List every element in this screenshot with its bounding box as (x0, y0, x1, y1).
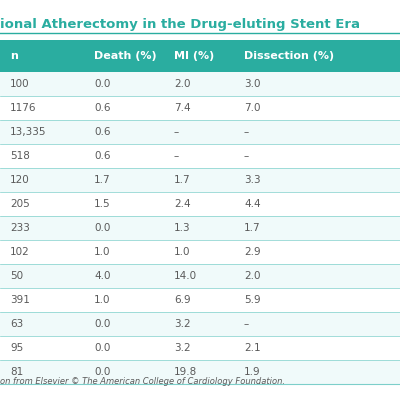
Text: –: – (244, 319, 249, 329)
Text: 1.7: 1.7 (174, 175, 191, 185)
FancyBboxPatch shape (0, 168, 400, 192)
Text: 518: 518 (10, 151, 30, 161)
Text: MI (%): MI (%) (174, 51, 214, 61)
FancyBboxPatch shape (0, 96, 400, 120)
FancyBboxPatch shape (0, 312, 400, 336)
Text: 0.0: 0.0 (94, 319, 110, 329)
Text: 233: 233 (10, 223, 30, 233)
Text: 102: 102 (10, 247, 30, 257)
Text: 4.4: 4.4 (244, 199, 261, 209)
FancyBboxPatch shape (0, 216, 400, 240)
Text: 0.0: 0.0 (94, 367, 110, 377)
FancyBboxPatch shape (0, 288, 400, 312)
Text: 0.0: 0.0 (94, 223, 110, 233)
Text: ional Atherectomy in the Drug-eluting Stent Era: ional Atherectomy in the Drug-eluting St… (0, 18, 360, 31)
Text: 4.0: 4.0 (94, 271, 110, 281)
Text: 2.1: 2.1 (244, 343, 261, 353)
Text: 2.9: 2.9 (244, 247, 261, 257)
Text: 100: 100 (10, 79, 30, 89)
Text: –: – (244, 151, 249, 161)
Text: 0.6: 0.6 (94, 127, 110, 137)
Text: Death (%): Death (%) (94, 51, 157, 61)
Text: 0.6: 0.6 (94, 151, 110, 161)
Text: n: n (10, 51, 18, 61)
Text: 120: 120 (10, 175, 30, 185)
Text: 14.0: 14.0 (174, 271, 197, 281)
FancyBboxPatch shape (0, 360, 400, 384)
FancyBboxPatch shape (0, 192, 400, 216)
FancyBboxPatch shape (0, 336, 400, 360)
Text: 1.7: 1.7 (94, 175, 111, 185)
Text: –: – (244, 127, 249, 137)
Text: 19.8: 19.8 (174, 367, 197, 377)
Text: 63: 63 (10, 319, 23, 329)
Text: 2.0: 2.0 (244, 271, 260, 281)
Text: 205: 205 (10, 199, 30, 209)
Text: 7.0: 7.0 (244, 103, 260, 113)
FancyBboxPatch shape (0, 264, 400, 288)
Text: 5.9: 5.9 (244, 295, 261, 305)
Text: –: – (174, 127, 179, 137)
Text: 3.0: 3.0 (244, 79, 260, 89)
Text: 3.3: 3.3 (244, 175, 261, 185)
Text: 1.0: 1.0 (94, 295, 110, 305)
Text: 81: 81 (10, 367, 23, 377)
Text: Dissection (%): Dissection (%) (244, 51, 334, 61)
Text: 0.0: 0.0 (94, 79, 110, 89)
Text: 1.0: 1.0 (94, 247, 110, 257)
Text: –: – (174, 151, 179, 161)
Text: 50: 50 (10, 271, 23, 281)
Text: 2.0: 2.0 (174, 79, 190, 89)
Text: 1.5: 1.5 (94, 199, 111, 209)
Text: 1.3: 1.3 (174, 223, 191, 233)
Text: 391: 391 (10, 295, 30, 305)
Text: 1.9: 1.9 (244, 367, 261, 377)
Text: 95: 95 (10, 343, 23, 353)
Text: 1.7: 1.7 (244, 223, 261, 233)
Text: 1.0: 1.0 (174, 247, 190, 257)
Text: 3.2: 3.2 (174, 343, 191, 353)
Text: 6.9: 6.9 (174, 295, 191, 305)
Text: 13,335: 13,335 (10, 127, 46, 137)
FancyBboxPatch shape (0, 72, 400, 96)
FancyBboxPatch shape (0, 144, 400, 168)
Text: 0.0: 0.0 (94, 343, 110, 353)
FancyBboxPatch shape (0, 240, 400, 264)
FancyBboxPatch shape (0, 120, 400, 144)
FancyBboxPatch shape (0, 40, 400, 72)
Text: on from Elsevier © The American College of Cardiology Foundation.: on from Elsevier © The American College … (0, 377, 285, 386)
Text: 1176: 1176 (10, 103, 36, 113)
Text: 3.2: 3.2 (174, 319, 191, 329)
Text: 0.6: 0.6 (94, 103, 110, 113)
Text: 7.4: 7.4 (174, 103, 191, 113)
Text: 2.4: 2.4 (174, 199, 191, 209)
